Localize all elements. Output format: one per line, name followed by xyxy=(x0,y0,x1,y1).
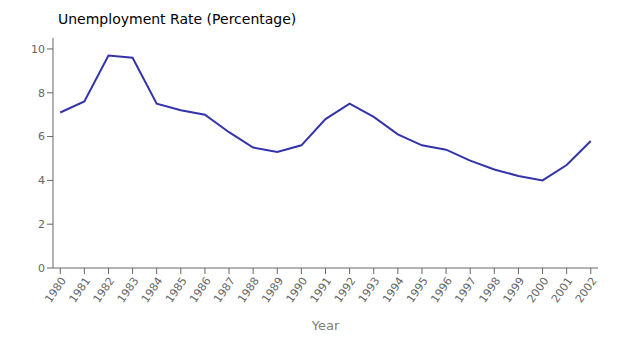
svg-text:2002: 2002 xyxy=(573,275,600,305)
svg-text:4: 4 xyxy=(38,174,45,187)
svg-text:1997: 1997 xyxy=(452,275,479,305)
svg-text:1996: 1996 xyxy=(428,275,455,305)
svg-text:10: 10 xyxy=(31,43,45,56)
html-text:Unemployment Rate (Percentage): Unemployment Rate (Percentage) xyxy=(58,11,297,27)
svg-text:1988: 1988 xyxy=(235,275,262,305)
svg-text:0: 0 xyxy=(38,262,45,275)
svg-text:1998: 1998 xyxy=(476,275,503,305)
svg-text:1982: 1982 xyxy=(91,275,118,305)
svg-text:1984: 1984 xyxy=(139,275,166,305)
svg-text:1993: 1993 xyxy=(356,275,383,305)
svg-text:2: 2 xyxy=(38,218,45,231)
svg-text:1981: 1981 xyxy=(66,275,93,305)
svg-text:Year: Year xyxy=(311,318,340,333)
svg-text:1991: 1991 xyxy=(308,275,335,305)
svg-text:2000: 2000 xyxy=(525,275,552,305)
svg-text:2001: 2001 xyxy=(549,275,576,305)
svg-text:6: 6 xyxy=(38,130,45,143)
svg-text:1983: 1983 xyxy=(115,275,142,305)
svg-text:1992: 1992 xyxy=(332,275,359,305)
svg-text:1986: 1986 xyxy=(187,275,214,305)
svg-text:8: 8 xyxy=(38,87,45,100)
svg-text:1980: 1980 xyxy=(42,275,69,305)
svg-text:1989: 1989 xyxy=(259,275,286,305)
svg-text:1990: 1990 xyxy=(284,275,311,305)
svg-text:1995: 1995 xyxy=(404,275,431,305)
svg-text:1994: 1994 xyxy=(380,275,407,305)
svg-text:1987: 1987 xyxy=(211,275,238,305)
svg-text:1999: 1999 xyxy=(501,275,528,305)
svg-text:1985: 1985 xyxy=(163,275,190,305)
